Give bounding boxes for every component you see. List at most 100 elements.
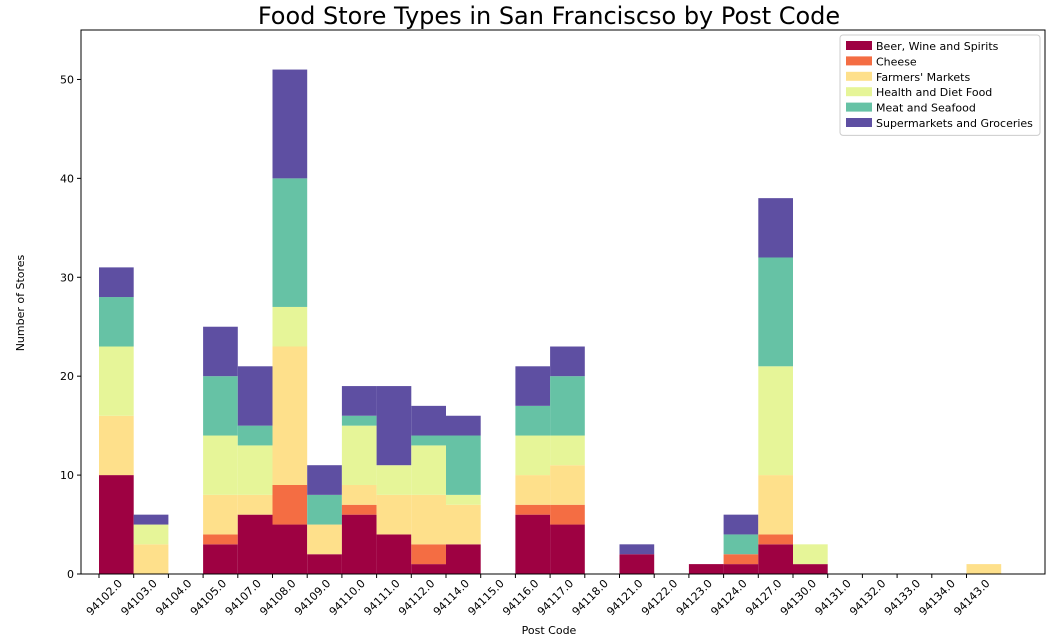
legend-swatch	[846, 118, 872, 127]
legend-item: Beer, Wine and Spirits	[846, 40, 999, 53]
legend-item: Cheese	[846, 55, 917, 68]
bar-segment	[99, 415, 134, 476]
x-tick-label: 94118.0	[570, 577, 611, 618]
bar-segment	[966, 564, 1002, 574]
bar-segment	[723, 554, 759, 565]
bar-segment	[515, 514, 551, 574]
bar-segment	[272, 524, 308, 574]
bar-segment	[203, 435, 238, 495]
y-tick-label: 30	[60, 271, 74, 284]
bar-segment	[515, 405, 551, 436]
bar-segment	[515, 366, 551, 406]
bar-segment	[411, 435, 446, 446]
bar-segment	[723, 514, 759, 535]
bar-segment	[550, 435, 585, 466]
bar-segment	[133, 524, 169, 545]
bar-segment	[515, 475, 551, 505]
x-tick-label: 94103.0	[118, 577, 159, 618]
x-tick-label: 94116.0	[500, 577, 541, 618]
y-tick-label: 20	[60, 370, 74, 383]
x-tick-label: 94104.0	[153, 577, 194, 618]
y-axis: 0 10 20 30 40 50	[60, 73, 81, 581]
x-tick-label: 94123.0	[674, 577, 715, 618]
x-tick-label: 94105.0	[188, 577, 229, 618]
bar-segment	[99, 267, 134, 298]
legend-label: Cheese	[876, 55, 917, 68]
bar-segment	[411, 445, 446, 495]
y-tick-label: 10	[60, 469, 74, 482]
legend-swatch	[846, 56, 872, 66]
legend-swatch	[846, 41, 872, 50]
x-axis-label: Post Code	[522, 624, 577, 637]
x-tick-label: 94117.0	[535, 577, 576, 618]
bar-segment	[341, 484, 377, 505]
legend-item: Supermarkets and Groceries	[846, 117, 1033, 130]
x-tick-label: 94110.0	[327, 577, 368, 618]
legend-label: Farmers' Markets	[876, 71, 970, 84]
x-tick-label: 94133.0	[882, 577, 923, 618]
bar-segment	[446, 504, 481, 545]
bar-segment	[446, 544, 481, 574]
bar-segment	[376, 386, 412, 466]
bar-segment	[133, 544, 169, 574]
legend-label: Health and Diet Food	[876, 86, 992, 99]
bar-segment	[619, 554, 655, 574]
x-tick-label: 94102.0	[84, 577, 125, 618]
x-axis: 94102.094103.094104.094105.094107.094108…	[84, 574, 993, 618]
legend-swatch	[846, 102, 872, 112]
bar-segment	[446, 435, 481, 495]
bar-segment	[550, 465, 585, 505]
bars-layer	[99, 69, 1002, 574]
legend-item: Meat and Seafood	[846, 102, 976, 115]
bar-segment	[758, 198, 793, 258]
legend-item: Health and Diet Food	[846, 86, 992, 99]
bar-segment	[272, 69, 308, 179]
bar-segment	[446, 494, 481, 505]
x-tick-label: 94134.0	[917, 577, 958, 618]
x-tick-label: 94114.0	[431, 577, 472, 618]
bar-segment	[237, 514, 273, 574]
bar-segment	[341, 386, 377, 416]
bar-segment	[203, 326, 238, 377]
legend-label: Beer, Wine and Spirits	[876, 40, 999, 53]
bar-segment	[376, 465, 412, 495]
bar-segment	[376, 534, 412, 574]
bar-segment	[376, 494, 412, 535]
bar-segment	[550, 346, 585, 377]
x-tick-label: 94108.0	[257, 577, 298, 618]
legend-swatch	[846, 87, 872, 97]
legend-label: Supermarkets and Groceries	[876, 117, 1033, 130]
bar-segment	[272, 178, 308, 307]
bar-segment	[515, 435, 551, 476]
legend-label: Meat and Seafood	[876, 102, 976, 115]
bar-segment	[758, 534, 793, 545]
bar-segment	[203, 376, 238, 436]
bar-segment	[133, 514, 169, 525]
bar-segment	[272, 306, 308, 347]
bar-segment	[723, 564, 759, 574]
x-tick-label: 94130.0	[778, 577, 819, 618]
bar-segment	[758, 475, 793, 535]
x-tick-label: 94131.0	[812, 577, 853, 618]
bar-segment	[411, 544, 446, 565]
x-tick-label: 94122.0	[639, 577, 680, 618]
x-tick-label: 94132.0	[847, 577, 888, 618]
x-tick-label: 94115.0	[465, 577, 506, 618]
bar-segment	[307, 465, 342, 495]
bar-segment	[758, 257, 793, 367]
bar-segment	[688, 564, 724, 574]
bar-segment	[99, 475, 134, 574]
bar-segment	[203, 494, 238, 535]
x-tick-label: 94109.0	[292, 577, 333, 618]
legend-swatch	[846, 71, 872, 81]
bar-segment	[272, 346, 308, 485]
chart-title: Food Store Types in San Franciscso by Po…	[258, 2, 840, 30]
legend: Beer, Wine and Spirits Cheese Farmers' Mar…	[839, 34, 1041, 136]
bar-segment	[758, 366, 793, 476]
bar-segment	[99, 297, 134, 347]
bar-segment	[237, 366, 273, 426]
bar-segment	[237, 494, 273, 515]
x-tick-label: 94124.0	[708, 577, 749, 618]
y-tick-label: 40	[60, 172, 74, 185]
